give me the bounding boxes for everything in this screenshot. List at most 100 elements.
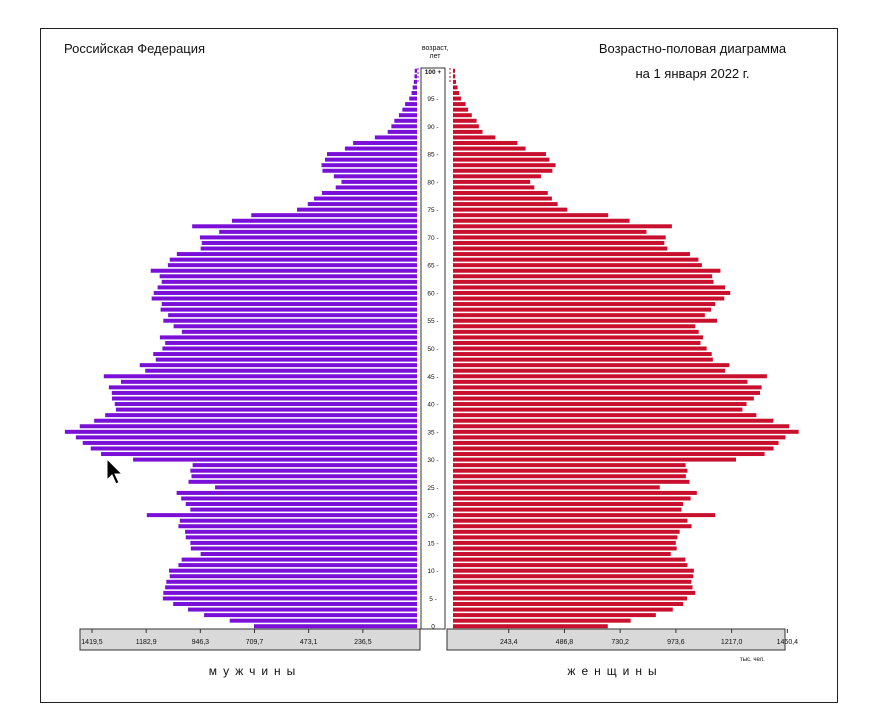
bar-female-age-32 xyxy=(453,446,774,451)
bar-female-age-75 xyxy=(453,207,568,212)
bar-female-age-87 xyxy=(453,140,518,145)
bar-female-age-56 xyxy=(453,313,705,318)
bar-female-age-5 xyxy=(453,596,687,601)
bar-female-age-51 xyxy=(453,340,701,345)
bar-male-age-52 xyxy=(159,335,417,340)
bar-female-age-41 xyxy=(453,396,754,401)
bar-male-age-69 xyxy=(201,240,417,245)
y-tick-label-20: 20 - xyxy=(427,513,438,520)
bar-male-age-84 xyxy=(324,157,417,162)
bar-male-age-72 xyxy=(192,224,417,229)
bar-female-age-8 xyxy=(453,579,692,584)
x-tick-label-male-0: 1419,5 xyxy=(81,639,103,646)
bar-female-age-18 xyxy=(453,524,692,529)
bar-male-age-63 xyxy=(159,274,417,279)
bar-female-age-50 xyxy=(453,346,707,351)
bar-female-age-92 xyxy=(453,113,472,118)
bar-female-age-84 xyxy=(453,157,550,162)
bar-female-age-20 xyxy=(453,513,716,518)
y-tick-label-0: 0 xyxy=(431,624,435,631)
bar-female-age-3 xyxy=(453,607,673,612)
bar-female-age-81 xyxy=(453,174,541,179)
bar-female-age-16 xyxy=(453,535,678,540)
mouse-pointer-icon xyxy=(106,458,124,485)
age-axis-box xyxy=(420,67,446,630)
bar-female-age-52 xyxy=(453,335,704,340)
bar-female-age-58 xyxy=(453,302,716,307)
bar-male-age-14 xyxy=(190,546,417,551)
bar-male-age-33 xyxy=(82,440,417,445)
bar-male-age-85 xyxy=(327,152,417,157)
y-tick-label-10: 10 - xyxy=(427,568,438,575)
bar-male-age-2 xyxy=(204,613,417,618)
bar-male-age-89 xyxy=(387,129,417,134)
bar-female-age-96 xyxy=(453,91,460,95)
y-tick-label-95: 95 - xyxy=(427,96,438,103)
y-tick-label-100: 100 + xyxy=(425,69,442,76)
bar-male-age-97 xyxy=(412,85,417,90)
bar-female-age-24 xyxy=(453,490,697,495)
bar-female-age-0 xyxy=(453,624,608,629)
bar-male-age-95 xyxy=(409,96,417,101)
x-tick-label-male-5: 236,5 xyxy=(354,639,372,646)
y-tick-label-80: 80 - xyxy=(427,179,438,186)
bar-female-age-59 xyxy=(453,296,725,301)
x-tick-label-male-3: 709,7 xyxy=(246,639,264,646)
bar-female-age-27 xyxy=(453,474,686,479)
y-tick-label-45: 45 - xyxy=(427,374,438,381)
bar-female-age-74 xyxy=(453,213,609,218)
bar-female-age-34 xyxy=(453,435,786,440)
y-tick-label-75: 75 - xyxy=(427,207,438,214)
bar-female-age-82 xyxy=(453,168,553,173)
bar-female-age-39 xyxy=(453,407,743,412)
bar-female-age-29 xyxy=(453,463,686,468)
bar-male-age-46 xyxy=(145,368,418,373)
bar-male-age-42 xyxy=(111,390,418,395)
bar-male-age-45 xyxy=(103,374,417,379)
bar-female-age-73 xyxy=(453,218,630,223)
bar-male-age-40 xyxy=(114,402,417,407)
bar-male-age-51 xyxy=(165,340,417,345)
bar-female-age-21 xyxy=(453,507,682,512)
x-tick-label-male-2: 946,3 xyxy=(192,639,210,646)
y-axis-label-line2: лет xyxy=(429,53,441,60)
bar-male-age-54 xyxy=(173,324,417,329)
bar-female-age-78 xyxy=(453,190,548,195)
bar-female-age-36 xyxy=(453,424,790,429)
bar-male-age-24 xyxy=(176,490,417,495)
bar-female-age-77 xyxy=(453,196,552,201)
bar-male-age-22 xyxy=(185,502,417,507)
bar-male-age-34 xyxy=(75,435,418,440)
bar-female-age-68 xyxy=(453,246,668,251)
x-tick-label-male-4: 473,1 xyxy=(300,639,318,646)
bar-male-age-48 xyxy=(155,357,417,362)
bar-female-age-45 xyxy=(453,374,767,379)
bar-male-age-93 xyxy=(402,107,417,112)
bar-male-age-80 xyxy=(341,179,417,184)
x-tick-label-female-4: 1217,0 xyxy=(721,639,743,646)
bar-female-age-19 xyxy=(453,518,688,523)
bar-male-age-3 xyxy=(188,607,417,612)
bar-male-age-76 xyxy=(307,202,417,207)
bar-male-age-98 xyxy=(413,79,417,84)
bar-male-age-16 xyxy=(185,535,417,540)
bar-male-age-36 xyxy=(79,424,417,429)
bar-male-age-77 xyxy=(313,196,417,201)
bar-male-age-81 xyxy=(333,174,417,179)
bar-male-age-65 xyxy=(167,263,417,268)
y-tick-label-60: 60 - xyxy=(427,290,438,297)
bar-female-age-4 xyxy=(453,602,684,607)
bar-female-age-31 xyxy=(453,452,765,457)
bar-male-age-17 xyxy=(185,529,417,534)
y-tick-label-55: 55 - xyxy=(427,318,438,325)
bar-female-age-88 xyxy=(453,135,496,140)
y-axis-label-line1: возраст, xyxy=(421,45,449,52)
y-tick-label-35: 35 - xyxy=(427,429,438,436)
bar-male-age-18 xyxy=(178,524,417,529)
bar-male-age-37 xyxy=(94,418,418,423)
bar-female-age-94 xyxy=(453,102,466,107)
bar-male-age-12 xyxy=(181,557,417,562)
bar-female-age-83 xyxy=(453,163,556,168)
bar-female-age-76 xyxy=(453,202,558,207)
y-tick-label-5: 5 - xyxy=(429,596,437,603)
